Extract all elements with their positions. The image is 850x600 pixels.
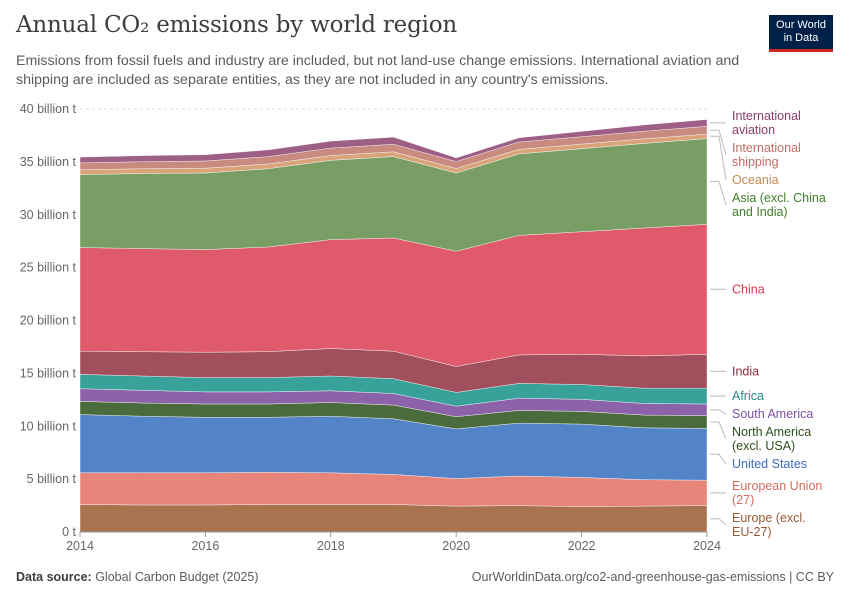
x-tick-label: 2022 [568, 539, 596, 553]
y-tick-label: 35 billion t [20, 155, 77, 169]
axes: 0 t 5 billion t 10 billion t 15 billion t 20… [20, 102, 721, 553]
area-europe-excl-eu-27[interactable] [79, 504, 708, 533]
x-tick-label: 2018 [317, 539, 345, 553]
label-connector [710, 180, 727, 206]
series-label[interactable]: South America [732, 407, 813, 421]
series-label[interactable]: International aviation [732, 109, 801, 137]
series-label[interactable]: European Union (27) [732, 479, 822, 507]
x-tick-label: 2014 [66, 539, 94, 553]
label-connector [710, 421, 727, 440]
series-label[interactable]: Asia (excl. China and India) [732, 191, 826, 219]
chart-title: Annual CO₂ emissions by world region [16, 12, 458, 38]
label-connector [710, 129, 727, 156]
y-tick-label: 25 billion t [20, 261, 77, 275]
series-label[interactable]: Oceania [732, 173, 779, 187]
y-tick-label: 20 billion t [20, 314, 77, 328]
series-label[interactable]: International shipping [732, 141, 801, 169]
owid-logo[interactable]: Our World in Data [769, 15, 833, 52]
x-tick-label: 2024 [693, 539, 721, 553]
data-source-text: Global Carbon Budget (2025) [91, 570, 259, 584]
label-connector [710, 518, 727, 526]
y-tick-label: 5 billion t [27, 472, 77, 486]
source-link[interactable]: OurWorldinData.org/co2-and-greenhouse-ga… [471, 570, 834, 584]
data-source-label: Data source: [16, 570, 92, 584]
series-label[interactable]: United States [732, 457, 807, 471]
logo-line-2: in Data [783, 32, 819, 44]
y-tick-label: 0 t [62, 525, 76, 539]
data-source: Data source: Global Carbon Budget (2025) [16, 570, 259, 584]
x-tick-label: 2020 [442, 539, 470, 553]
y-tick-label: 15 billion t [20, 366, 77, 380]
chart-subtitle: Emissions from fossil fuels and industry… [16, 53, 740, 88]
y-tick-label: 10 billion t [20, 419, 77, 433]
series-label[interactable]: Africa [732, 389, 764, 403]
logo-line-1: Our World [776, 19, 826, 31]
label-connector [710, 453, 727, 465]
label-connector [710, 409, 727, 415]
series-label[interactable]: China [732, 282, 765, 296]
series-label[interactable]: North America (excl. USA) [732, 425, 811, 453]
series-labels: International aviation International shippi… [710, 109, 826, 539]
label-connector [710, 135, 727, 180]
series-label[interactable]: Europe (excl. EU-27) [732, 511, 806, 539]
y-tick-label: 30 billion t [20, 208, 77, 222]
y-tick-label: 40 billion t [20, 102, 77, 116]
series-label[interactable]: India [732, 364, 759, 378]
x-tick-label: 2016 [191, 539, 219, 553]
area-international-aviation[interactable] [79, 119, 708, 164]
area-series [79, 119, 708, 533]
